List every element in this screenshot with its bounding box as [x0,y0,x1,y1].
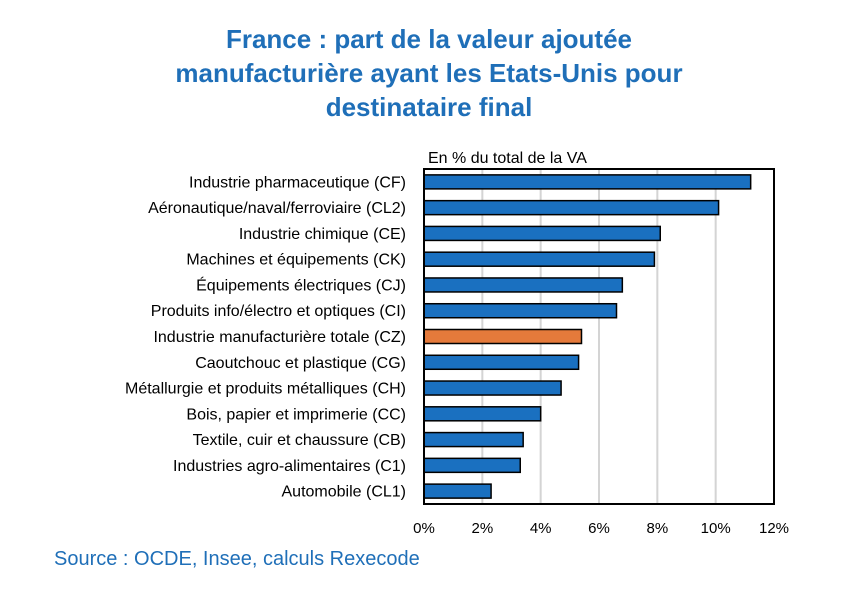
category-label: Machines et équipements (CK) [186,252,406,269]
category-label: Industrie pharmaceutique (CF) [189,174,406,191]
category-label: Caoutchouc et plastique (CG) [195,355,406,372]
bar [423,483,492,499]
x-tick-labels: 0% 2% 4% 6% 8% 10% 12% [413,520,789,537]
x-tick-label: 12% [759,520,789,537]
bar [423,225,661,242]
category-label: Produits info/électro et optiques (CI) [151,303,406,320]
bar [423,380,562,396]
category-label: Équipements électriques (CJ) [196,275,406,294]
bar [423,251,656,267]
bar [423,199,720,216]
chart-title-line-3: destinataire final [325,92,533,122]
category-label: Industrie chimique (CE) [239,226,406,243]
bar [423,431,524,448]
x-tick-label: 8% [646,520,668,537]
category-label: Aéronautique/naval/ferroviaire (CL2) [148,200,406,217]
chart-title-line-1: France : part de la valeur ajoutée [225,24,633,54]
bar [423,174,752,190]
bar [423,354,580,371]
bar-highlight [423,328,583,345]
x-tick-label: 4% [530,520,552,537]
category-label: Métallurgie et produits métalliques (CH) [125,381,406,398]
bar [423,277,624,293]
category-label: Industrie manufacturière totale (CZ) [153,329,406,346]
category-label: Industries agro-alimentaires (C1) [173,458,406,475]
bar [423,302,618,319]
plot-frame [423,168,775,505]
bars [423,174,752,499]
grid-lines [481,169,717,504]
category-label: Automobile (CL1) [282,484,407,501]
chart-title: France : part de la valeur ajoutée manuf… [0,22,858,124]
x-tick-label: 6% [588,520,610,537]
x-tick-label: 10% [701,520,731,537]
x-tick-label: 0% [413,520,435,537]
category-label: Bois, papier et imprimerie (CC) [186,406,406,423]
chart-title-line-2: manufacturière ayant les Etats-Unis pour [175,58,683,88]
bar [423,457,521,474]
source-note: Source : OCDE, Insee, calculs Rexecode [54,548,420,570]
unit-label: En % du total de la VA [428,150,587,167]
bar [423,406,542,422]
x-tick-label: 2% [471,520,493,537]
category-label: Textile, cuir et chaussure (CB) [193,432,406,449]
category-labels: Industrie pharmaceutique (CF) Aéronautiqu… [125,174,406,500]
